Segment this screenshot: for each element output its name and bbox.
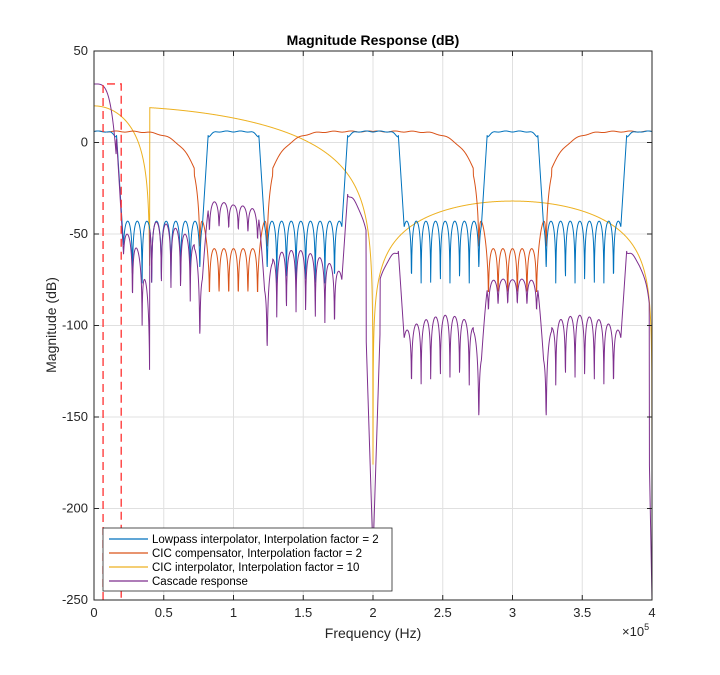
x-tick-label: 4 xyxy=(648,605,655,620)
x-tick-label: 0.5 xyxy=(155,605,173,620)
plot-area xyxy=(94,83,652,600)
x-axis-label: Frequency (Hz) xyxy=(325,625,421,641)
legend-box xyxy=(102,527,393,592)
y-tick-label: 0 xyxy=(81,135,88,150)
y-tick-label: -100 xyxy=(62,318,88,333)
y-tick-label: -150 xyxy=(62,409,88,424)
tick-layer: 0 0.5 1 1.5 2 2.5 3 3.5 4 -250 -200 -150 -100 -50 0 50 xyxy=(62,43,656,620)
x-tick-label: 2 xyxy=(369,605,376,620)
y-tick-label: -50 xyxy=(69,226,88,241)
legend-label-lowpass: Lowpass interpolator, Interpolation fact… xyxy=(152,534,379,546)
series-lowpass-interpolator xyxy=(94,130,652,284)
y-tick-label: -250 xyxy=(62,592,88,607)
x-axis-exponent: ×105 xyxy=(622,622,649,639)
x-tick-label: 1.5 xyxy=(294,605,312,620)
x-tick-label: 1 xyxy=(230,605,237,620)
series-cic-compensator xyxy=(94,130,652,292)
y-tick-label: 50 xyxy=(74,43,88,58)
x-tick-label: 0 xyxy=(90,605,97,620)
x-exponent-power: 5 xyxy=(644,622,649,632)
legend-label-cascade: Cascade response xyxy=(152,576,248,588)
y-tick-label: -200 xyxy=(62,501,88,516)
legend-label-cic-interpolator: CIC interpolator, Interpolation factor =… xyxy=(152,562,359,574)
legend-label-cic-compensator: CIC compensator, Interpolation factor = … xyxy=(152,548,362,560)
x-tick-label: 3 xyxy=(509,605,516,620)
series-layer xyxy=(94,83,652,600)
legend: Lowpass interpolator, Interpolation fact… xyxy=(102,527,393,592)
x-exponent-base: ×10 xyxy=(622,624,644,639)
y-axis-label: Magnitude (dB) xyxy=(43,277,59,373)
spec-mask-layer xyxy=(102,83,122,600)
spec-mask-outline xyxy=(102,83,122,600)
x-tick-label: 2.5 xyxy=(434,605,452,620)
chart-title: Magnitude Response (dB) xyxy=(287,32,460,48)
series-cic-interpolator xyxy=(94,105,652,465)
x-tick-label: 3.5 xyxy=(573,605,591,620)
